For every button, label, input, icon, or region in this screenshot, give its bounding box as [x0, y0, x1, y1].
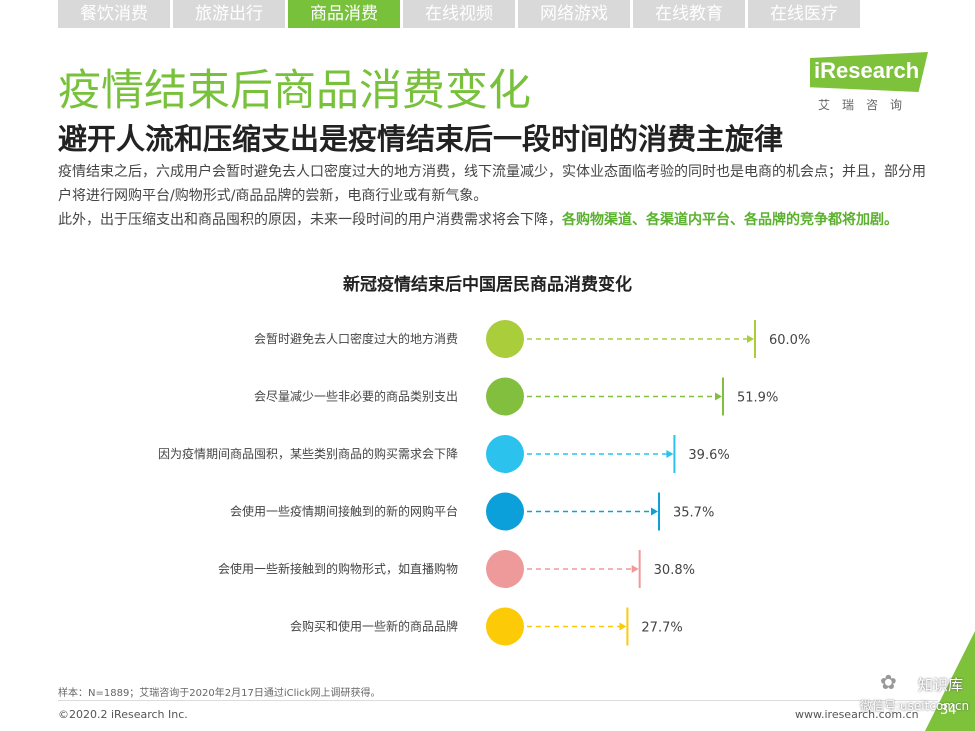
value-label: 30.8% — [654, 563, 695, 578]
tab-2[interactable]: 商品消费 — [288, 0, 400, 28]
bar-arrow — [747, 335, 754, 343]
category-label: 会暂时避免去人口密度过大的地方消费 — [254, 331, 458, 346]
category-label: 会使用一些疫情期间接触到的新的网购平台 — [230, 504, 458, 519]
iresearch-logo: iResearch 艾瑞咨询 — [806, 50, 931, 112]
category-label: 会使用一些新接触到的购物形式，如直播购物 — [218, 561, 458, 576]
category-dot — [486, 607, 524, 646]
value-label: 27.7% — [641, 621, 682, 636]
copyright: ©2020.2 iResearch Inc. — [58, 708, 188, 721]
category-label: 会尽量减少一些非必要的商品类别支出 — [254, 389, 458, 404]
page-number: 34 — [940, 703, 957, 718]
source-footnote: 样本：N=1889；艾瑞咨询于2020年2月17日通过iClick网上调研获得。 — [58, 688, 381, 699]
page-subtitle: 避开人流和压缩支出是疫情结束后一段时间的消费主旋律 — [58, 122, 784, 156]
category-dot — [486, 492, 524, 531]
watermark-subtitle: 微信号:useitcomcn — [860, 699, 970, 713]
category-tabs: 餐饮消费 旅游出行 商品消费 在线视频 网络游戏 在线教育 在线医疗 — [58, 0, 863, 28]
consumption-change-chart: 会暂时避免去人口密度过大的地方消费 60.0% 会尽量减少一些非必要的商品类别支出 5… — [158, 320, 810, 646]
footer-divider — [58, 700, 938, 701]
tab-1[interactable]: 旅游出行 — [173, 0, 285, 28]
watermark-text: 知识库 — [918, 676, 964, 694]
page-title: 疫情结束后商品消费变化 — [58, 66, 531, 116]
tab-6[interactable]: 在线医疗 — [748, 0, 860, 28]
website-url: www.iresearch.com.cn — [795, 708, 919, 721]
value-label: 60.0% — [769, 333, 810, 348]
logo-text: iResearch — [814, 58, 920, 83]
description: 疫情结束之后，六成用户会暂时避免去人口密度过大的地方消费，线下流量减少，实体业态… — [58, 160, 928, 232]
bar-arrow — [651, 507, 659, 516]
category-label: 会购买和使用一些新的商品品牌 — [290, 619, 458, 634]
category-label: 因为疫情期间商品囤积，某些类别商品的购买需求会下降 — [158, 446, 458, 461]
description-paragraph-2: 此外，出于压缩支出和商品囤积的原因，未来一段时间的用户消费需求将会下降， — [58, 212, 562, 228]
tab-3[interactable]: 在线视频 — [403, 0, 515, 28]
bar-arrow — [666, 450, 674, 458]
value-label: 39.6% — [688, 448, 729, 463]
bar-arrow — [619, 622, 627, 631]
tab-5[interactable]: 在线教育 — [633, 0, 745, 28]
category-dot — [486, 320, 524, 358]
category-dot — [486, 377, 524, 416]
value-label: 35.7% — [673, 506, 714, 521]
tab-4[interactable]: 网络游戏 — [518, 0, 630, 28]
category-dot — [486, 550, 524, 588]
wechat-icon: ✿ — [880, 670, 897, 694]
tab-0[interactable]: 餐饮消费 — [58, 0, 170, 28]
logo-subtitle: 艾瑞咨询 — [818, 98, 915, 112]
description-highlight: 各购物渠道、各渠道内平台、各品牌的竞争都将加剧。 — [562, 212, 898, 228]
logo-background — [810, 52, 928, 92]
description-paragraph-1: 疫情结束之后，六成用户会暂时避免去人口密度过大的地方消费，线下流量减少，实体业态… — [58, 164, 926, 204]
category-dot — [486, 435, 524, 473]
chart-title: 新冠疫情结束后中国居民商品消费变化 — [343, 275, 632, 295]
bar-arrow — [631, 565, 639, 573]
value-label: 51.9% — [737, 391, 778, 406]
bar-arrow — [715, 392, 723, 401]
